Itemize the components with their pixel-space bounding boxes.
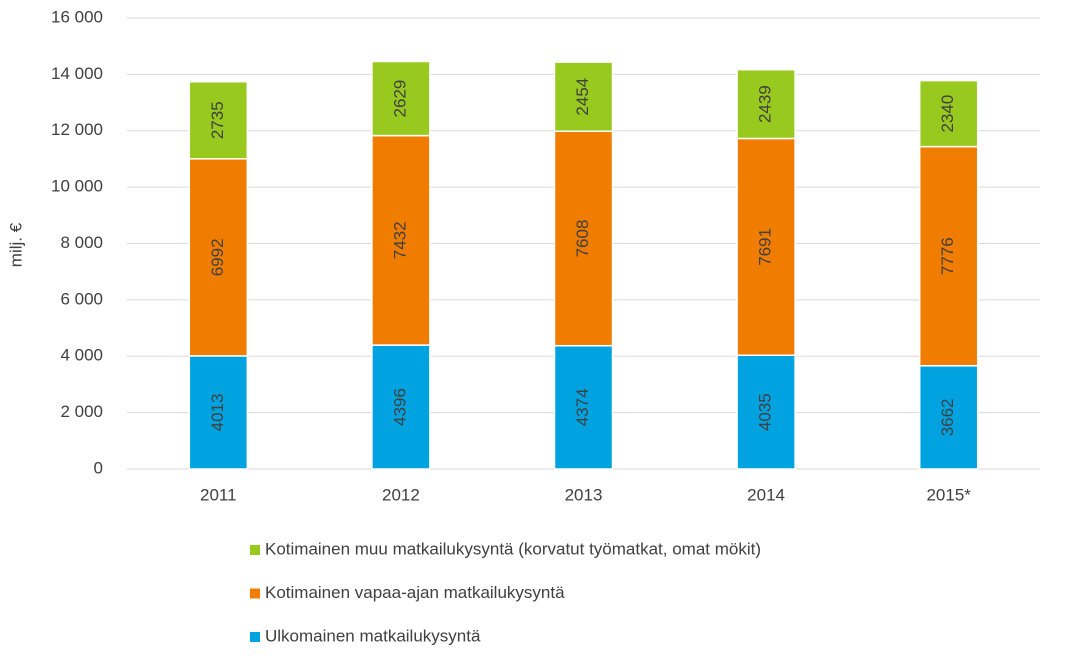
- data-label: 7432: [390, 221, 409, 259]
- x-tick-label: 2011: [200, 485, 237, 504]
- y-tick-label: 14 000: [51, 64, 103, 83]
- bar-segment: [553, 130, 614, 347]
- data-label: 4396: [390, 388, 409, 426]
- data-label: 2439: [756, 85, 775, 123]
- y-axis-label: milj. €: [6, 222, 25, 267]
- bar-segment: [918, 145, 979, 367]
- y-tick-label: 8 000: [60, 233, 103, 252]
- data-label: 6992: [208, 238, 227, 276]
- bar-segment: [188, 80, 249, 160]
- data-label: 2629: [390, 80, 409, 118]
- y-tick-label: 2 000: [60, 402, 103, 421]
- data-label: 7691: [756, 228, 775, 266]
- bar-segment: [371, 344, 431, 470]
- y-tick-label: 10 000: [51, 177, 103, 196]
- bar-segment: [188, 158, 249, 357]
- bar-segment: [736, 68, 796, 140]
- legend-label: Kotimainen vapaa-ajan matkailukysyntä: [265, 583, 565, 602]
- data-label: 2454: [573, 78, 592, 116]
- data-label: 4035: [756, 393, 775, 431]
- data-label: 7608: [573, 220, 592, 258]
- y-tick-label: 16 000: [51, 7, 103, 26]
- y-tick-label: 12 000: [51, 120, 103, 139]
- data-label: 7776: [938, 237, 957, 275]
- x-tick-label: 2015*: [926, 485, 971, 504]
- data-label: 4374: [573, 388, 592, 426]
- data-label: 2735: [208, 101, 227, 139]
- legend-label: Ulkomainen matkailukysyntä: [265, 626, 481, 645]
- bar-segment: [736, 354, 796, 470]
- legend-label: Kotimainen muu matkailukysyntä (korvatut…: [265, 539, 761, 558]
- y-tick-label: 4 000: [60, 346, 103, 365]
- data-label: 3662: [938, 398, 957, 436]
- bar-segment: [371, 60, 431, 137]
- legend-swatch: [250, 588, 260, 599]
- legend-swatch: [250, 632, 260, 642]
- y-tick-label: 0: [94, 458, 103, 477]
- x-tick-label: 2014: [747, 485, 785, 504]
- bar-segment: [918, 79, 979, 148]
- y-tick-label: 6 000: [60, 289, 103, 308]
- bar-segment: [188, 355, 249, 470]
- data-label: 2340: [938, 95, 957, 133]
- x-tick-label: 2012: [382, 485, 420, 504]
- data-label: 4013: [208, 394, 227, 432]
- bar-segment: [371, 134, 431, 346]
- x-tick-label: 2013: [565, 485, 603, 504]
- legend-swatch: [250, 545, 260, 555]
- bar-segment: [553, 61, 614, 133]
